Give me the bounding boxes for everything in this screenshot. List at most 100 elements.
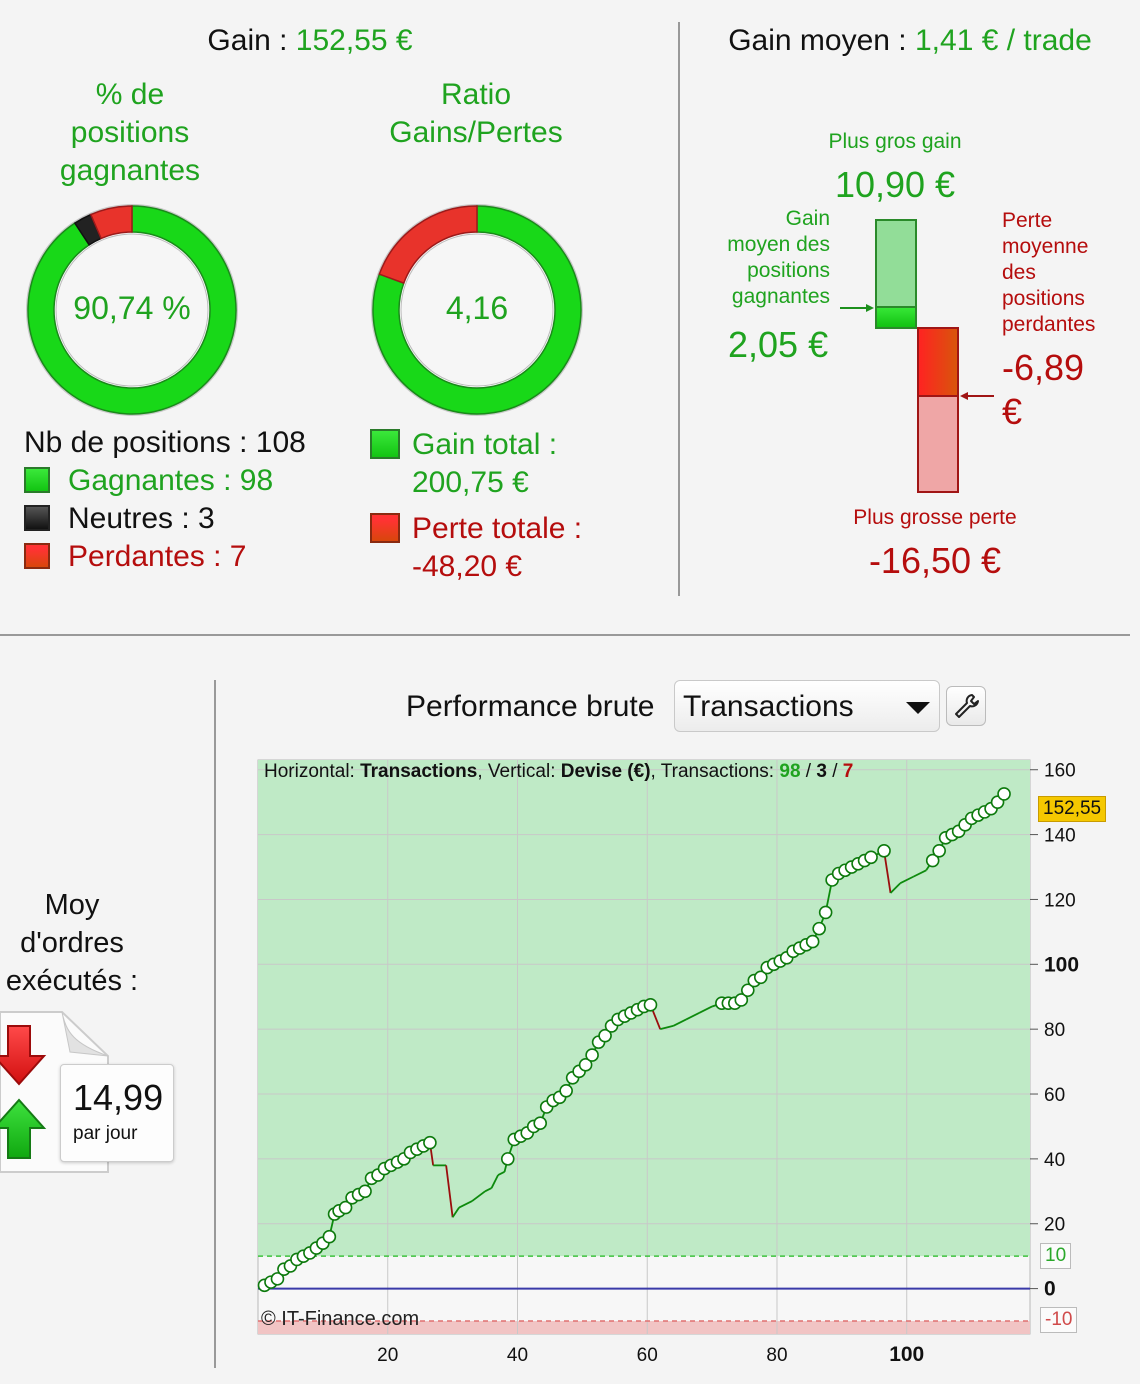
trade-point: [812, 921, 826, 936]
chart-info-vertical-label: , Vertical:: [477, 761, 561, 782]
y-tick-label: 60: [1044, 1085, 1065, 1106]
chart-settings-button[interactable]: [946, 686, 986, 726]
equity-segment: [899, 875, 914, 885]
orders-per-day-unit: par jour: [73, 1123, 138, 1144]
equity-segment: [497, 1171, 505, 1176]
upper-threshold-badge: 10: [1040, 1243, 1072, 1269]
x-tick-label: 100: [889, 1343, 924, 1366]
performance-title: Performance brute: [406, 690, 655, 723]
win-rate-title: % de positions gagnantes: [20, 76, 240, 190]
loss-total: Perte totale : -48,20 €: [412, 510, 582, 586]
orders-per-day-value: 14,99: [73, 1077, 164, 1118]
equity-segment: [490, 1174, 499, 1189]
losers-swatch: [24, 543, 50, 569]
y-tick-label: 120: [1044, 890, 1076, 911]
chart-axis-select[interactable]: Transactions: [674, 680, 940, 732]
equity-segment: [484, 1187, 492, 1193]
loss-total-swatch: [370, 513, 400, 543]
loss-total-label: Perte totale :: [412, 512, 583, 545]
gain-total-swatch: [370, 429, 400, 459]
gain-total: Gain total : 200,75 €: [412, 426, 557, 502]
average-gain-label: Gain moyen :: [728, 24, 915, 57]
average-win-label-line1: Gain: [785, 207, 830, 230]
ratio-title: Ratio Gains/Pertes: [360, 76, 592, 152]
ratio-title-line2: Gains/Pertes: [389, 116, 563, 149]
chart-info-prefix: Horizontal:: [264, 761, 361, 782]
chart-info-transactions-label: , Transactions:: [650, 761, 780, 782]
chart-info-sep1: /: [800, 761, 817, 782]
neutral-count: Neutres : 3: [68, 502, 215, 535]
donut-win-slice: [27, 205, 237, 415]
equity-segment: [458, 1200, 473, 1209]
average-gain-value: 1,41 € / trade: [914, 24, 1092, 57]
performance-chart[interactable]: 160 140 120 100 80 60 40 20 0 20 40 60 80 100: [250, 756, 1140, 1374]
average-win-label-line2: moyen des: [727, 233, 830, 256]
average-win-label: Gain moyen des positions gagnantes: [700, 206, 830, 310]
win-rate-value: 90,74 %: [73, 290, 191, 326]
average-win-label-line4: gagnantes: [731, 285, 830, 308]
trade-point: [734, 993, 749, 1007]
trade-point: [598, 1028, 612, 1043]
y-tick-label: 140: [1044, 826, 1076, 847]
y-tick-label: 80: [1044, 1020, 1065, 1041]
chart-axis-select-value: Transactions: [683, 690, 854, 723]
orders-label-line1: Moy: [44, 889, 100, 921]
winners-count: Gagnantes : 98: [68, 464, 274, 497]
equity-segment: [445, 1165, 454, 1218]
equity-segment: [912, 869, 927, 878]
y-tick-label: 20: [1044, 1215, 1065, 1236]
trade-point: [997, 787, 1011, 801]
sell-arrow-icon: [0, 1025, 47, 1086]
trade-point: [533, 1116, 548, 1131]
watermark: © IT-Finance.com: [261, 1308, 420, 1330]
win-rate-title-line1: % de: [95, 78, 165, 111]
trade-point: [338, 1200, 353, 1215]
equity-segment: [889, 882, 901, 894]
trade-point: [643, 998, 658, 1012]
total-gain-label: Gain :: [207, 24, 296, 57]
equity-segment: [698, 1005, 713, 1014]
chart-info-losses: 7: [842, 761, 854, 782]
trade-point: [753, 970, 768, 985]
trade-point: [423, 1135, 437, 1150]
top-vertical-divider: [678, 22, 680, 596]
y-tick-label: 100: [1044, 953, 1079, 976]
average-loss-value-line2: €: [1002, 391, 1023, 432]
equity-segment: [883, 850, 892, 894]
ratio-donut: [371, 204, 583, 416]
win-rate-title-line2: positions: [70, 116, 190, 149]
equity-segment: [451, 1207, 460, 1218]
chart-info-wins: 98: [779, 761, 801, 782]
section-divider: [0, 634, 1130, 636]
average-win-label-line3: positions: [747, 259, 830, 282]
best-gain-value: 10,90 €: [834, 164, 956, 205]
trade-point: [864, 850, 878, 865]
negative-zone: [258, 1321, 1030, 1334]
losers-count: Perdantes : 7: [68, 540, 247, 573]
last-value-badge: 152,55: [1038, 796, 1107, 822]
trade-point: [818, 905, 833, 920]
lower-threshold-badge: -10: [1040, 1307, 1078, 1333]
trade-point: [578, 1058, 593, 1072]
average-loss-value-line1: -6,89: [1002, 347, 1085, 388]
total-gain-heading: Gain : 152,55 €: [130, 24, 490, 58]
chart-info-neutral: 3: [816, 761, 827, 782]
equity-segment: [685, 1012, 700, 1021]
buy-arrow-icon: [0, 1098, 47, 1159]
average-loss-label-line3: des: [1002, 261, 1036, 284]
trade-point: [500, 1152, 515, 1166]
x-tick-label: 40: [507, 1345, 528, 1366]
trade-point: [358, 1184, 372, 1199]
trade-point: [559, 1083, 573, 1098]
ratio-value: 4,16: [445, 290, 509, 326]
chevron-down-icon: [906, 702, 930, 714]
trade-point: [932, 844, 946, 858]
average-loss-label: Perte moyenne des positions perdantes: [1002, 208, 1095, 338]
positions-count: Nb de positions : 108: [24, 426, 306, 459]
chart-info-vertical: Devise (€): [560, 761, 651, 782]
orders-label-line3: exécutés :: [5, 965, 139, 997]
trade-point: [270, 1272, 285, 1286]
trade-point: [877, 844, 891, 858]
y-tick-label: 160: [1044, 761, 1076, 782]
wrench-icon: [955, 694, 979, 718]
